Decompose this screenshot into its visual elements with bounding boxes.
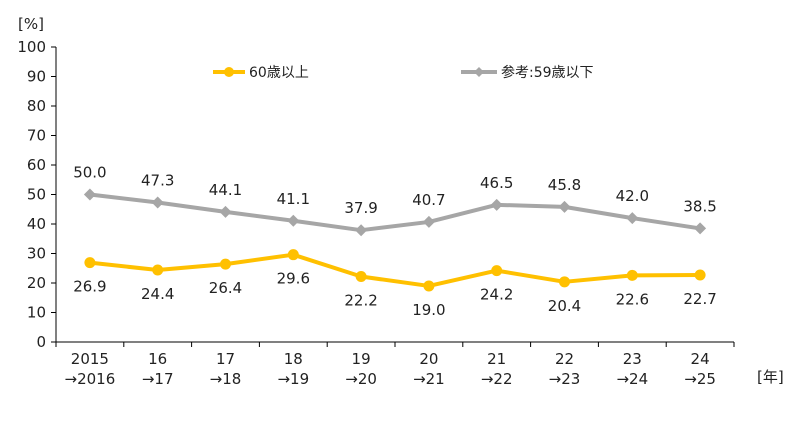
data-label: 41.1	[277, 190, 310, 208]
series-1-point	[83, 188, 96, 201]
data-label: 45.8	[548, 176, 581, 194]
series-1-point	[422, 215, 435, 228]
x-tick-label: 2015	[71, 350, 109, 368]
x-tick-label: 21	[487, 350, 506, 368]
y-tick-label: 70	[27, 127, 46, 145]
y-tick-label: 80	[27, 97, 46, 115]
data-label: 22.6	[616, 290, 649, 308]
y-tick-label: 20	[27, 274, 46, 292]
series-0-point	[287, 249, 299, 261]
series-0-point	[626, 269, 638, 281]
y-tick-label: 10	[27, 304, 46, 322]
series-1-point	[694, 222, 707, 235]
series-1-point	[219, 205, 232, 218]
x-tick-label: 23	[623, 350, 642, 368]
legend-59-under-marker	[474, 67, 484, 77]
y-tick-label: 40	[27, 215, 46, 233]
x-tick-label: 20	[419, 350, 438, 368]
x-tick-label-sub: →22	[481, 370, 513, 388]
data-label: 24.2	[480, 286, 513, 304]
series-0-point	[152, 264, 164, 276]
series-line-1	[89, 192, 701, 233]
x-tick-label: 19	[352, 350, 371, 368]
series-0-point	[491, 265, 503, 277]
series-line-0	[89, 252, 701, 288]
series-0-point	[423, 280, 435, 292]
x-tick-label-sub: →2016	[65, 370, 116, 388]
x-tick-label-sub: →25	[684, 370, 716, 388]
x-tick-label-sub: →18	[210, 370, 242, 388]
x-tick-label-sub: →17	[142, 370, 174, 388]
legend: 60歳以上 参考:59歳以下	[213, 64, 594, 81]
series-0-point	[355, 271, 367, 283]
data-label: 40.7	[412, 191, 445, 209]
data-label: 26.9	[73, 278, 106, 296]
series-0-point	[694, 269, 706, 281]
x-tick-label-sub: →19	[277, 370, 309, 388]
x-tick-label: 18	[284, 350, 303, 368]
x-tick-label-sub: →24	[616, 370, 648, 388]
y-axis-unit: [%]	[18, 15, 44, 33]
x-tick-label: 22	[555, 350, 574, 368]
data-label: 20.4	[548, 297, 581, 315]
x-tick-label: 24	[691, 350, 710, 368]
series-1-point	[151, 196, 164, 209]
x-tick-label-sub: →23	[549, 370, 581, 388]
x-tick-label-sub: →20	[345, 370, 377, 388]
data-label: 22.7	[683, 290, 716, 308]
legend-60-over-marker	[224, 67, 234, 77]
data-labels: 26.9 24.4 26.4 29.6 22.2 19.0 24.2 20.4 22.6 22.7…	[73, 164, 717, 319]
data-label: 29.6	[277, 270, 310, 288]
y-tick-label: 30	[27, 245, 46, 263]
x-tick-label: 16	[148, 350, 167, 368]
data-label: 22.2	[344, 292, 377, 310]
y-tick-label: 90	[27, 68, 46, 86]
series-1-point	[287, 214, 300, 227]
x-tick-label-sub: →21	[413, 370, 445, 388]
data-label: 50.0	[73, 164, 106, 182]
x-axis-unit: [年]	[757, 368, 784, 386]
data-label: 26.4	[209, 279, 242, 297]
data-label: 47.3	[141, 171, 174, 189]
y-tick-label: 100	[17, 38, 46, 56]
data-label: 24.4	[141, 285, 174, 303]
series-1-point	[626, 212, 639, 225]
series-1-point	[558, 200, 571, 213]
data-label: 19.0	[412, 301, 445, 319]
series-0-point	[84, 257, 96, 269]
data-label: 44.1	[209, 181, 242, 199]
series-lines	[83, 188, 707, 292]
data-label: 38.5	[683, 197, 716, 215]
series-0-point	[559, 276, 570, 288]
series-1-point	[355, 224, 368, 237]
legend-59-under-label: 参考:59歳以下	[501, 64, 594, 81]
series-0-point	[220, 258, 231, 270]
y-tick-label: 0	[36, 333, 46, 351]
series-1-point	[490, 198, 503, 211]
y-tick-label: 50	[27, 186, 46, 204]
data-label: 46.5	[480, 174, 513, 192]
data-label: 37.9	[344, 199, 377, 217]
axes: 0 10 20 30 40 50 60 70 80 90 100 2015 →2016 16 →17 17 →1…	[17, 38, 735, 388]
legend-60-over-label: 60歳以上	[249, 65, 309, 81]
data-label: 42.0	[616, 187, 649, 205]
y-tick-label: 60	[27, 156, 46, 174]
x-tick-label: 17	[216, 350, 235, 368]
